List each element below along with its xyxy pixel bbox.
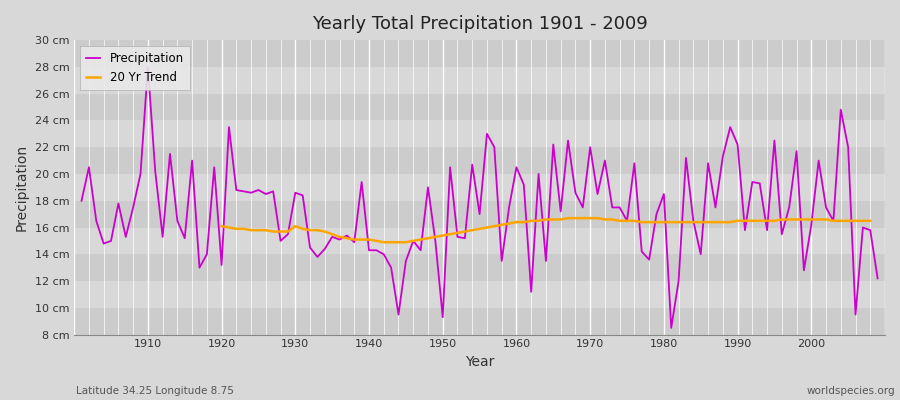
Bar — [74, 308, 885, 334]
20 Yr Trend — [806, 217, 816, 222]
20 Yr Trend — [474, 226, 485, 231]
Line: Precipitation: Precipitation — [82, 67, 878, 328]
Line: 20 Yr Trend: 20 Yr Trend — [221, 218, 870, 242]
20 Yr Trend — [297, 226, 308, 231]
Bar — [74, 67, 885, 94]
Precipitation — [518, 182, 529, 187]
Bar — [74, 120, 885, 147]
Y-axis label: Precipitation: Precipitation — [15, 144, 29, 231]
Precipitation — [304, 245, 315, 250]
20 Yr Trend — [216, 224, 227, 228]
Bar — [74, 228, 885, 254]
Precipitation — [349, 240, 360, 245]
20 Yr Trend — [283, 229, 293, 234]
Precipitation — [607, 205, 617, 210]
Bar — [74, 40, 885, 67]
Precipitation — [135, 172, 146, 176]
Precipitation — [666, 326, 677, 330]
Text: Latitude 34.25 Longitude 8.75: Latitude 34.25 Longitude 8.75 — [76, 386, 234, 396]
20 Yr Trend — [562, 216, 573, 220]
Bar — [74, 94, 885, 120]
20 Yr Trend — [378, 240, 389, 245]
Bar — [74, 254, 885, 281]
X-axis label: Year: Year — [465, 355, 494, 369]
Title: Yearly Total Precipitation 1901 - 2009: Yearly Total Precipitation 1901 - 2009 — [311, 15, 647, 33]
Bar — [74, 174, 885, 201]
20 Yr Trend — [349, 237, 360, 242]
Precipitation — [872, 276, 883, 281]
Bar — [74, 281, 885, 308]
Precipitation — [142, 64, 153, 69]
Text: worldspecies.org: worldspecies.org — [807, 386, 896, 396]
Precipitation — [76, 198, 87, 203]
Bar — [74, 147, 885, 174]
Legend: Precipitation, 20 Yr Trend: Precipitation, 20 Yr Trend — [80, 46, 190, 90]
20 Yr Trend — [555, 217, 566, 222]
Precipitation — [511, 165, 522, 170]
Bar — [74, 201, 885, 228]
20 Yr Trend — [865, 218, 876, 223]
